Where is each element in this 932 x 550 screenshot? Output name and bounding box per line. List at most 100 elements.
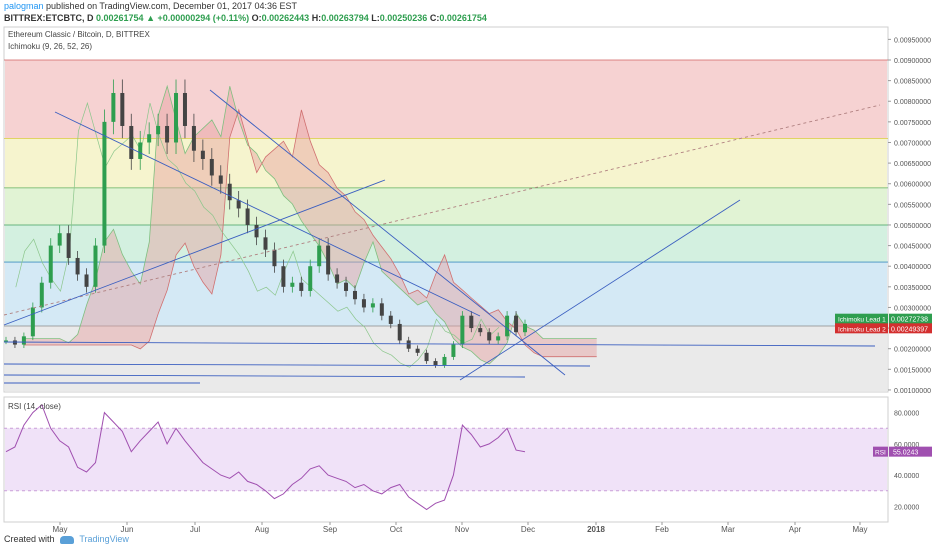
candle-body [263,237,268,250]
y-tick-label: 0.00300000 [894,305,931,312]
candle-body [460,315,465,345]
x-tick-label: Mar [721,525,735,534]
rsi-tag-bg [873,446,888,457]
low-label: L: [371,13,380,23]
open-label: O: [251,13,262,23]
x-tick-label: May [52,525,67,534]
candle-body [236,200,241,209]
candle-body [433,361,438,366]
price-axis-tag-value: 0.00249397 [891,326,928,333]
candle-body [182,92,187,126]
candle-body [48,245,53,283]
candle-body [129,125,134,159]
candle-body [335,274,340,283]
rsi-tag-label: RSI [875,450,886,457]
candle-body [200,150,205,159]
y-tick-label: 0.00800000 [894,99,931,106]
candle-body [523,323,527,333]
y-tick-label: 0.00700000 [894,140,931,147]
x-tick-label: Sep [323,525,338,534]
candle-body [478,328,483,333]
candle-body [254,224,259,238]
x-tick-label: Nov [455,525,469,534]
tradingview-brand[interactable]: TradingView [79,534,129,544]
candle-body [245,208,250,225]
fib-band [5,187,887,225]
x-tick-label: 2018 [587,525,605,534]
tradingview-logo-icon [60,535,75,544]
candle-body [138,142,143,159]
candle-body [156,125,161,135]
candle-body [209,158,214,176]
fib-band [5,138,887,188]
rsi-y-tick-label: 20.0000 [894,504,919,511]
candle-body [487,332,492,341]
fib-band [5,224,887,263]
x-tick-label: Aug [255,525,269,534]
candle-body [4,340,8,342]
candle-body [451,344,456,357]
rsi-y-tick-label: 40.0000 [894,473,919,480]
candle-body [66,233,71,258]
created-with-text: Created with [4,534,55,544]
candle-body [12,340,17,345]
candle-body [227,183,232,201]
candle-body [281,266,286,287]
candle-body [370,303,375,308]
candle-body [424,352,429,362]
x-tick-label: May [852,525,867,534]
price-axis-tag-bg [889,323,932,334]
candle-body [147,134,152,143]
rsi-line [5,403,526,511]
ichimoku-tag-label: Ichimoku Lead 1 [838,317,886,324]
x-tick-label: Feb [655,525,669,534]
y-tick-label: 0.00750000 [894,120,931,127]
trend-line [209,89,566,376]
x-tick-label: Dec [521,525,535,534]
ichimoku-lead-1-line [24,84,597,365]
trend-line [459,199,741,381]
rsi-title: RSI (14, close) [8,402,61,411]
rsi-y-tick-label: 60.0000 [894,442,919,449]
trend-line [3,341,876,347]
candle-body [165,125,170,143]
y-tick-label: 0.00150000 [894,367,931,374]
y-tick-label: 0.00200000 [894,347,931,354]
publisher-name[interactable]: palogman [4,1,44,11]
candle-body [57,233,62,246]
ichimoku-cloud [24,86,597,364]
candle-body [174,92,179,143]
candle-body [496,336,501,341]
fib-band [5,262,887,327]
price-change: ▲ +0.00000294 (+0.11%) [146,13,250,23]
candle-body [102,121,107,246]
candle-body [308,266,313,291]
y-tick-label: 0.00350000 [894,285,931,292]
candle-body [290,282,295,287]
candle-body [505,315,510,337]
candle-body [39,282,44,308]
footer: Created with TradingView [4,534,129,544]
candle-body [379,303,384,316]
candle-body [84,274,89,287]
x-tick-label: Apr [789,525,802,534]
y-tick-label: 0.00950000 [894,37,931,44]
candle-body [120,92,125,126]
ichimoku-lead-2-line [24,108,597,358]
trend-line [3,179,386,326]
symbol-label[interactable]: BITTREX:ETCBTC, D [4,13,94,23]
indicator-label: Ichimoku (9, 26, 52, 26) [8,42,92,51]
y-tick-label: 0.00900000 [894,58,931,65]
rsi-axis-tag-bg [889,446,932,457]
y-tick-label: 0.00100000 [894,388,931,395]
candle-body [111,92,116,122]
y-tick-label: 0.00600000 [894,182,931,189]
price-axis-tag-value: 0.00272738 [891,317,928,324]
y-tick-label: 0.00550000 [894,202,931,209]
header-line-1: palogman published on TradingView.com, D… [4,1,297,11]
candle-body [218,175,223,184]
rsi-last-value: 55.0243 [893,450,918,457]
fib-band [5,59,887,139]
x-tick-label: Jul [190,525,200,534]
